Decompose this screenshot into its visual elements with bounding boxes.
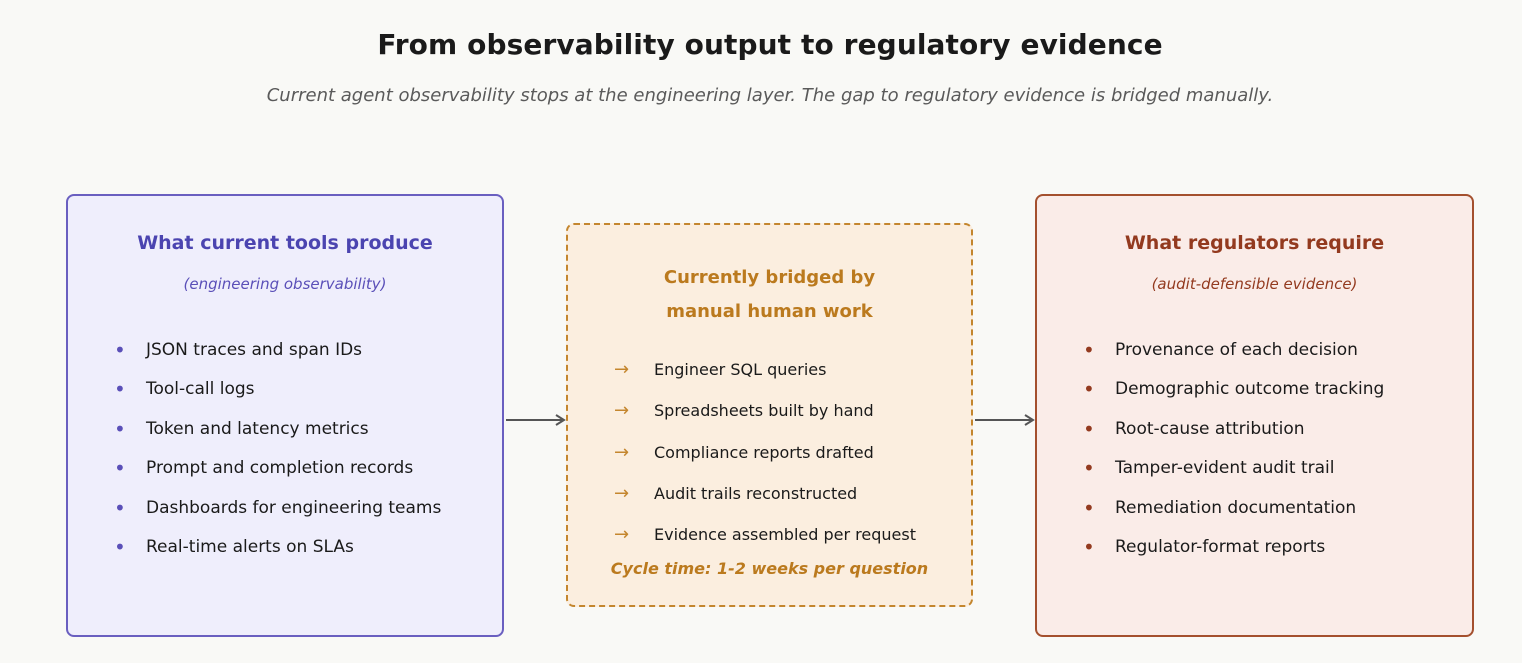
current-tools-title: What current tools produce (137, 232, 433, 254)
regulators-require-list: • Provenance of each decision • Demographi… (1083, 338, 1385, 576)
manual-bridge-title: Currently bridged by manual human work (663, 267, 876, 322)
list-item: • Remediation documentation (1083, 495, 1357, 520)
current-tools-box: What current tools produce (engineering … (66, 194, 504, 637)
arrow-icon: → (614, 482, 630, 504)
list-item: • Root-cause attribution (1083, 416, 1305, 441)
list-item: • Prompt and completion records (114, 456, 414, 481)
list-item: → Evidence assembled per request (614, 524, 916, 546)
list-item: • Regulator-format reports (1083, 534, 1326, 559)
cycle-time-note: Cycle time: 1-2 weeks per question (610, 559, 929, 578)
list-item: • JSON traces and span IDs (114, 338, 363, 362)
list-item: • Token and latency metrics (114, 416, 369, 441)
list-item: • Tamper-evident audit trail (1083, 456, 1335, 481)
regulators-require-subtitle: (audit-defensible evidence) (1151, 275, 1358, 293)
bullet-icon: • (114, 416, 126, 441)
arrow-icon: → (614, 441, 630, 463)
bullet-icon: • (1083, 338, 1095, 362)
bullet-icon: • (1083, 416, 1095, 441)
list-item: • Real-time alerts on SLAs (114, 534, 354, 559)
bullet-icon: • (1083, 534, 1095, 559)
arrow-icon: → (614, 359, 630, 380)
arrow-icon: → (614, 524, 630, 546)
arrow-icon: → (614, 400, 630, 422)
bullet-icon: • (114, 495, 126, 520)
list-item: → Compliance reports drafted (614, 441, 874, 463)
bullet-icon: • (1083, 495, 1095, 520)
current-tools-list: • JSON traces and span IDs • Tool-call log… (114, 338, 442, 576)
bullet-icon: • (114, 338, 126, 362)
list-item: → Engineer SQL queries (614, 359, 827, 380)
manual-bridge-list: → Engineer SQL queries → Spreadsheets buil… (614, 359, 916, 566)
arrow-right-icon (975, 414, 1035, 426)
page-title: From observability output to regulatory … (377, 28, 1163, 61)
list-item: • Tool-call logs (114, 377, 255, 402)
bullet-icon: • (114, 534, 126, 559)
bullet-icon: • (114, 456, 126, 481)
arrow-right-icon (506, 414, 566, 426)
regulators-require-box: What regulators require (audit-defensibl… (1035, 194, 1474, 637)
bullet-icon: • (1083, 456, 1095, 481)
list-item: • Provenance of each decision (1083, 338, 1358, 362)
list-item: • Demographic outcome tracking (1083, 377, 1385, 402)
regulators-require-title: What regulators require (1124, 232, 1385, 254)
manual-bridge-box: Currently bridged by manual human work →… (566, 223, 973, 607)
bullet-icon: • (114, 377, 126, 402)
bullet-icon: • (1083, 377, 1095, 402)
current-tools-subtitle: (engineering observability) (183, 275, 387, 293)
list-item: → Spreadsheets built by hand (614, 400, 874, 422)
page-subtitle: Current agent observability stops at the… (266, 85, 1274, 106)
list-item: → Audit trails reconstructed (614, 482, 858, 504)
list-item: • Dashboards for engineering teams (114, 495, 442, 520)
